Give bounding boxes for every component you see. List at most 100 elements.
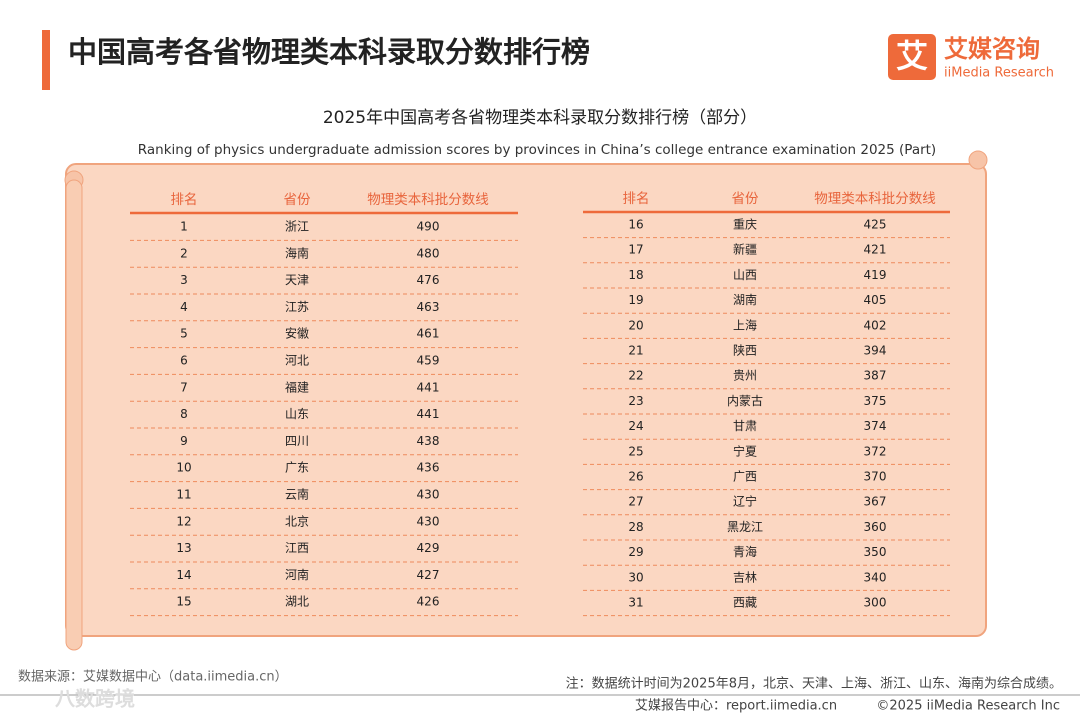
- cell: 天津: [285, 273, 309, 287]
- cell: 甘肃: [733, 419, 757, 433]
- cell: 28: [628, 520, 643, 534]
- cell: 四川: [285, 434, 309, 448]
- cell: 13: [176, 541, 191, 555]
- cell: 372: [864, 444, 887, 458]
- cell: 429: [417, 541, 440, 555]
- cell: 430: [417, 514, 440, 528]
- cell: 北京: [285, 514, 309, 528]
- cell: 9: [180, 434, 188, 448]
- cell: 480: [417, 246, 440, 260]
- cell: 重庆: [733, 218, 757, 232]
- cell: 405: [864, 293, 887, 307]
- cell: 4: [180, 300, 188, 314]
- cell: 11: [176, 488, 191, 502]
- cell: 12: [176, 514, 191, 528]
- cell: 461: [417, 327, 440, 341]
- cell: 23: [628, 394, 643, 408]
- cell: 2: [180, 246, 188, 260]
- cell: 山西: [733, 268, 757, 282]
- cell: 419: [864, 268, 887, 282]
- cell: 安徽: [285, 326, 309, 341]
- cell: 17: [628, 243, 643, 257]
- cell: 370: [864, 470, 887, 484]
- cell: 436: [417, 461, 440, 475]
- scroll-curl: [968, 150, 988, 170]
- cell: 西藏: [733, 596, 757, 610]
- cell: 黑龙江: [727, 520, 763, 534]
- cell: 31: [628, 596, 643, 610]
- cell: 476: [417, 273, 440, 287]
- column-header: 省份: [732, 191, 760, 207]
- cell: 459: [417, 354, 440, 368]
- cell: 24: [628, 419, 643, 433]
- cell: 河南: [285, 567, 309, 582]
- column-header: 物理类本科批分数线: [814, 191, 936, 207]
- cell: 425: [864, 218, 887, 232]
- cell: 辽宁: [733, 494, 757, 509]
- cell: 湖南: [733, 292, 757, 307]
- column-header: 物理类本科批分数线: [367, 192, 489, 208]
- cell: 6: [180, 354, 188, 368]
- cell: 云南: [285, 487, 309, 502]
- subtitle: 2025年中国高考各省物理类本科录取分数排行榜（部分）: [323, 108, 757, 128]
- cell: 16: [628, 218, 643, 232]
- cell: 陕西: [733, 343, 757, 358]
- cell: 350: [864, 545, 887, 559]
- report: 艾媒报告中心：report.iimedia.cn: [635, 699, 837, 714]
- logo-mark: 艾: [896, 37, 928, 75]
- column-header: 排名: [171, 192, 198, 208]
- note: 注：数据统计时间为2025年8月，北京、天津、上海、浙江、山东、海南为综合成绩。: [566, 676, 1062, 692]
- cell: 广东: [285, 461, 309, 475]
- cell: 360: [864, 520, 887, 534]
- cell: 300: [864, 596, 887, 610]
- cell: 19: [628, 293, 643, 307]
- cell: 441: [417, 380, 440, 394]
- scroll-background: [65, 163, 987, 637]
- cell: 490: [417, 220, 440, 234]
- cell: 463: [417, 300, 440, 314]
- cell: 387: [864, 369, 887, 383]
- column-header: 排名: [623, 191, 650, 207]
- cell: 402: [864, 318, 887, 332]
- cell: 21: [628, 344, 643, 358]
- cell: 430: [417, 488, 440, 502]
- cell: 江苏: [285, 300, 309, 314]
- cell: 340: [864, 570, 887, 584]
- watermark: 八数跨境: [55, 687, 135, 711]
- cell: 山东: [285, 407, 309, 421]
- cell: 贵州: [733, 369, 757, 383]
- cell: 7: [180, 380, 188, 394]
- cell: 14: [176, 568, 191, 582]
- title-bar: [42, 30, 50, 90]
- cell: 内蒙古: [727, 393, 763, 408]
- page-title: 中国高考各省物理类本科录取分数排行榜: [68, 35, 590, 69]
- column-header: 省份: [284, 192, 311, 208]
- cell: 福建: [285, 379, 309, 394]
- logo-box: [888, 34, 936, 80]
- cell: 浙江: [285, 220, 309, 234]
- cell: 上海: [733, 317, 757, 332]
- copyright: ©2025 iiMedia Research Inc: [876, 699, 1060, 714]
- cell: 新疆: [733, 242, 757, 257]
- source: 数据来源：艾媒数据中心（data.iimedia.cn）: [18, 670, 288, 685]
- cell: 10: [176, 461, 191, 475]
- scroll-roll: [65, 179, 83, 651]
- cell: 374: [864, 419, 887, 433]
- cell: 5: [180, 327, 188, 341]
- cell: 438: [417, 434, 440, 448]
- cell: 22: [628, 369, 643, 383]
- cell: 441: [417, 407, 440, 421]
- cell: 河北: [285, 354, 309, 368]
- cell: 27: [628, 495, 643, 509]
- cell: 江西: [285, 541, 309, 555]
- cell: 18: [628, 268, 643, 282]
- cell: 广西: [733, 470, 757, 484]
- subtitle-en: Ranking of physics undergraduate admissi…: [138, 142, 936, 158]
- cell: 海南: [285, 245, 309, 260]
- cell: 26: [628, 470, 643, 484]
- cell: 3: [180, 273, 188, 287]
- cell: 25: [628, 444, 643, 458]
- cell: 青海: [733, 544, 757, 559]
